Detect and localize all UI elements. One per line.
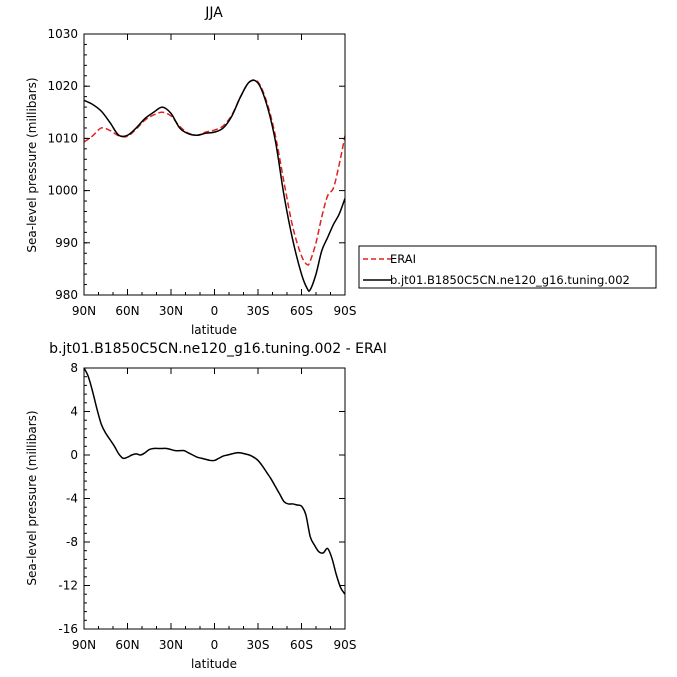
top-series-erai-group (83, 79, 346, 266)
bottom-plot-frame (83, 367, 346, 630)
top-y-tick-label: 990 (55, 236, 78, 250)
bottom-x-tick-label: 60S (290, 638, 313, 652)
top-y-axis-label: Sea-level pressure (millibars) (25, 77, 39, 252)
top-chart-title: JJA (204, 5, 223, 21)
top-y-tick-label: 980 (55, 288, 78, 302)
top-y-tick-label: 1020 (47, 79, 78, 93)
bottom-x-tick-label: 90N (72, 638, 96, 652)
bottom-x-axis-label: latitude (191, 657, 237, 671)
top-legend: ERAI b.jt01.B1850C5CN.ne120_g16.tuning.0… (358, 245, 657, 289)
bottom-x-tick-label: 60N (115, 638, 139, 652)
legend-box (358, 245, 657, 289)
bottom-x-tick-label: 0 (211, 638, 219, 652)
top-y-tick-label: 1010 (47, 131, 78, 145)
bottom-series-group (83, 367, 346, 595)
series-line-erai (83, 79, 346, 266)
legend-label-erai: ERAI (390, 252, 416, 266)
bottom-chart-title: b.jt01.B1850C5CN.ne120_g16.tuning.002 - … (49, 341, 387, 357)
bottom-y-tick-label: 0 (70, 448, 78, 462)
bottom-x-tick-label: 30S (247, 638, 270, 652)
bottom-y-axis-label: Sea-level pressure (millibars) (25, 410, 39, 585)
top-x-axis-label: latitude (191, 323, 237, 337)
series-line-model (83, 79, 346, 292)
top-y-tick-label: 1030 (47, 27, 78, 41)
top-x-tick-label: 30N (159, 304, 183, 318)
series-line-difference (83, 367, 346, 595)
top-x-tick-label: 60S (290, 304, 313, 318)
top-x-tick-label: 0 (211, 304, 219, 318)
top-series-model-group (83, 79, 346, 292)
bottom-chart: b.jt01.B1850C5CN.ne120_g16.tuning.002 - … (25, 341, 387, 671)
bottom-x-tick-label: 90S (334, 638, 357, 652)
top-chart: JJA 90N 60N 30N 0 30S 60S 90S 980 990 1000 1010 102… (25, 5, 657, 337)
bottom-y-tick-label: 4 (70, 405, 78, 419)
top-y-tick-label: 1000 (47, 184, 78, 198)
bottom-y-tick-label: -12 (58, 579, 78, 593)
bottom-y-tick-label: -16 (58, 622, 78, 636)
bottom-y-tick-label: 8 (70, 361, 78, 375)
bottom-y-tick-label: -4 (66, 492, 78, 506)
top-x-tick-label: 30S (247, 304, 270, 318)
top-x-tick-label: 90N (72, 304, 96, 318)
legend-label-model: b.jt01.B1850C5CN.ne120_g16.tuning.002 (390, 273, 630, 287)
bottom-x-tick-label: 30N (159, 638, 183, 652)
top-plot-frame (83, 33, 346, 296)
bottom-y-tick-label: -8 (66, 535, 78, 549)
top-x-tick-label: 90S (334, 304, 357, 318)
top-x-tick-label: 60N (115, 304, 139, 318)
